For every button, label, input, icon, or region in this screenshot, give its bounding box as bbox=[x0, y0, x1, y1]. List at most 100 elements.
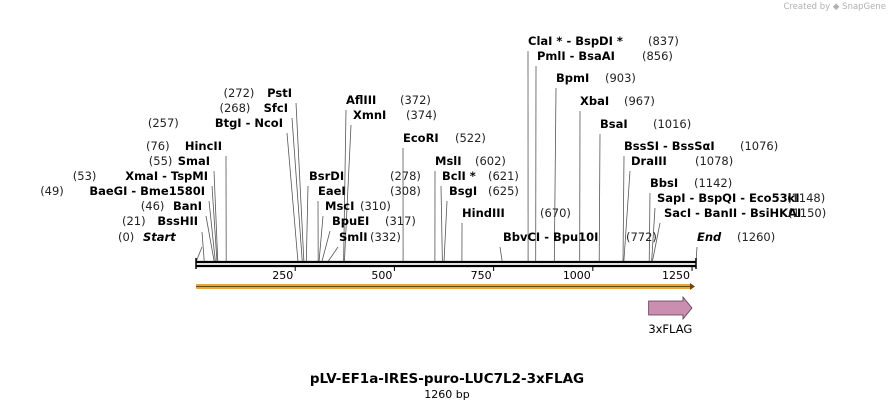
site-position: (372) bbox=[400, 93, 431, 107]
site-position: (53) bbox=[73, 169, 97, 183]
feature-arrow[interactable] bbox=[648, 295, 693, 321]
site-leader-line bbox=[195, 246, 203, 263]
site-leaders bbox=[195, 50, 698, 263]
restriction-site[interactable]: MslI (602) bbox=[435, 154, 506, 168]
site-name: BanI bbox=[173, 199, 202, 213]
site-leader-line bbox=[327, 246, 339, 263]
restriction-site[interactable]: EcoRI (522) bbox=[403, 131, 486, 145]
restriction-site[interactable]: XmnI (374) bbox=[353, 108, 437, 122]
ruler-tick-label: 250 bbox=[272, 269, 293, 282]
restriction-site[interactable]: BsgI (625) bbox=[449, 184, 519, 198]
site-leader-line bbox=[623, 170, 631, 263]
site-leader-line bbox=[648, 192, 651, 263]
site-leader-line bbox=[598, 133, 601, 263]
restriction-site[interactable]: BclI * (621) bbox=[442, 169, 519, 183]
site-leader-line bbox=[291, 117, 303, 263]
site-name: BssHII bbox=[157, 214, 198, 228]
restriction-site[interactable]: SfcI (268) bbox=[219, 101, 288, 115]
site-position: (772) bbox=[626, 230, 657, 244]
site-name: BaeGI - Bme1580I bbox=[89, 184, 205, 198]
site-name: PmlI - BsaAI bbox=[537, 49, 615, 63]
site-position: (1142) bbox=[694, 176, 732, 190]
snapgene-credit: Created by ◆ SnapGene bbox=[783, 2, 886, 12]
restriction-site[interactable]: SapI - BspQI - Eco53kI(1148) bbox=[657, 191, 825, 205]
site-position: (522) bbox=[455, 131, 486, 145]
credit-prefix: Created by bbox=[783, 2, 831, 12]
site-position: (967) bbox=[624, 94, 655, 108]
site-name: BbvCI - Bpu10I bbox=[503, 230, 598, 244]
restriction-site[interactable]: BpuEI (317) bbox=[332, 214, 416, 228]
site-position: (1148) bbox=[787, 191, 825, 205]
site-position: (1260) bbox=[737, 230, 775, 244]
site-position: (670) bbox=[540, 206, 571, 220]
site-name: End bbox=[697, 230, 722, 244]
site-labels: (0) Start BssHII (21) BanI (46)BaeGI - Bme158… bbox=[40, 34, 826, 244]
restriction-site[interactable]: BssSI - BssSαI (1076) bbox=[624, 139, 778, 153]
restriction-site[interactable]: End (1260) bbox=[697, 230, 775, 244]
restriction-site[interactable]: BtgI - NcoI (257) bbox=[148, 116, 283, 130]
restriction-site[interactable]: BssHII (21) bbox=[122, 214, 198, 228]
restriction-site[interactable]: BsrDI (278) bbox=[309, 169, 421, 183]
restriction-site[interactable]: BsaI (1016) bbox=[600, 117, 691, 131]
site-name: ClaI * - BspDI * bbox=[528, 34, 623, 48]
restriction-site[interactable]: EaeI (308) bbox=[318, 184, 421, 198]
restriction-site[interactable]: PmlI - BsaAI (856) bbox=[537, 49, 673, 63]
site-leader-line bbox=[651, 207, 656, 263]
restriction-site[interactable]: SmlI (332) bbox=[339, 230, 401, 244]
site-name: EcoRI bbox=[403, 131, 439, 145]
site-leader-line bbox=[553, 87, 557, 263]
site-position: (257) bbox=[148, 116, 179, 130]
restriction-site[interactable]: PstI (272) bbox=[223, 86, 292, 100]
site-leader-line bbox=[651, 222, 661, 263]
restriction-site[interactable]: BpmI (903) bbox=[556, 71, 636, 85]
site-position: (278) bbox=[390, 169, 421, 183]
restriction-site[interactable]: DraIII (1078) bbox=[631, 154, 733, 168]
restriction-site[interactable]: ClaI * - BspDI * (837) bbox=[528, 34, 679, 48]
restriction-site[interactable]: SacI - BanII - BsiHKAI(1150) bbox=[664, 206, 826, 220]
site-name: Start bbox=[143, 230, 176, 244]
site-leader-line bbox=[201, 231, 205, 263]
restriction-site[interactable]: HincII (76) bbox=[146, 139, 222, 153]
site-name: SapI - BspQI - Eco53kI bbox=[657, 191, 800, 205]
site-position: (625) bbox=[488, 184, 519, 198]
map-length: 1260 bp bbox=[424, 388, 470, 401]
restriction-site[interactable]: BbsI (1142) bbox=[650, 176, 732, 190]
site-leader-line bbox=[213, 170, 219, 263]
ruler-tick-label: 750 bbox=[471, 269, 492, 282]
restriction-site[interactable]: HindIII (670) bbox=[462, 206, 571, 220]
site-name: XbaI bbox=[580, 94, 609, 108]
site-name: HindIII bbox=[462, 206, 505, 220]
site-leader-line bbox=[440, 185, 443, 263]
restriction-site[interactable]: SmaI (55) bbox=[149, 154, 210, 168]
feature-track: 3xFLAG bbox=[648, 295, 693, 336]
restriction-site[interactable]: BbvCI - Bpu10I (772) bbox=[503, 230, 657, 244]
restriction-site[interactable]: AflIII (372) bbox=[346, 93, 431, 107]
site-name: BclI * bbox=[442, 169, 476, 183]
site-position: (308) bbox=[390, 184, 421, 198]
site-leader-line bbox=[343, 109, 347, 263]
site-position: (332) bbox=[370, 230, 401, 244]
site-name: BsgI bbox=[449, 184, 477, 198]
credit-brand: SnapGene bbox=[842, 2, 886, 12]
orf-bar bbox=[196, 283, 695, 290]
restriction-site[interactable]: MscI (310) bbox=[325, 199, 391, 213]
restriction-site[interactable]: (0) Start bbox=[118, 230, 176, 244]
site-name: AflIII bbox=[346, 93, 376, 107]
site-name: HincII bbox=[185, 139, 222, 153]
restriction-site[interactable]: XmaI - TspMI (53) bbox=[73, 169, 208, 183]
site-name: SmaI bbox=[178, 154, 210, 168]
site-name: BsaI bbox=[600, 117, 628, 131]
restriction-site[interactable]: BaeGI - Bme1580I (49) bbox=[40, 184, 205, 198]
site-name: MslI bbox=[435, 154, 462, 168]
restriction-site[interactable]: BanI (46) bbox=[141, 199, 202, 213]
site-name: BtgI - NcoI bbox=[215, 116, 283, 130]
site-name: XmnI bbox=[353, 108, 386, 122]
site-position: (21) bbox=[122, 214, 146, 228]
site-position: (55) bbox=[149, 154, 173, 168]
site-name: BpmI bbox=[556, 71, 589, 85]
site-name: SacI - BanII - BsiHKAI bbox=[664, 206, 801, 220]
site-leader-line bbox=[208, 200, 216, 263]
site-name: BbsI bbox=[650, 176, 678, 190]
restriction-site[interactable]: XbaI (967) bbox=[580, 94, 655, 108]
